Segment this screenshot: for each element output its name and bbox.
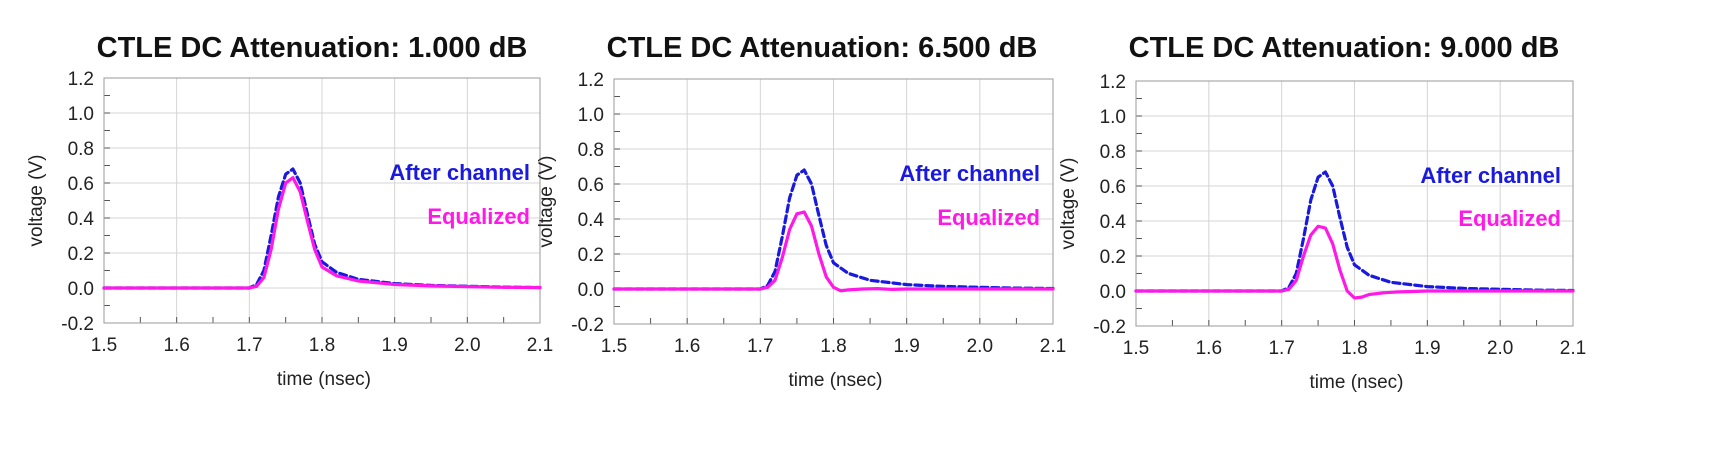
y-tick-label: 1.2 (68, 69, 94, 90)
legend-equalized: Equalized (427, 204, 530, 229)
y-tick-label: 1.2 (578, 70, 604, 91)
legend-equalized: Equalized (1458, 206, 1561, 231)
legend-after-channel: After channel (1420, 163, 1561, 188)
y-tick-label: -0.2 (571, 315, 604, 336)
y-tick-label: 0.0 (578, 280, 604, 301)
y-tick-label: 0.4 (1100, 212, 1127, 233)
y-tick-label: 1.2 (1100, 72, 1126, 93)
chart-ctle-1db: CTLE DC Attenuation: 1.000 dB 1.5 1.6 1.7 1.… (26, 32, 553, 390)
x-tick-label: 1.6 (163, 335, 189, 356)
y-tick-label: 0.0 (1100, 282, 1126, 303)
x-axis-label: time (nsec) (789, 370, 883, 391)
series-line-after-channel (612, 168, 1055, 291)
legend-after-channel: After channel (899, 161, 1040, 186)
series-line-equalized (102, 176, 542, 290)
plot-frame (1135, 80, 1574, 327)
y-tick-label: 0.6 (578, 175, 604, 196)
y-tick-label: -0.2 (1093, 317, 1126, 338)
x-tick-label: 1.6 (674, 336, 700, 357)
x-tick-label: 1.9 (1414, 338, 1440, 359)
x-tick-label: 2.0 (454, 335, 480, 356)
x-axis-label: time (nsec) (277, 369, 371, 390)
x-tick-label: 2.0 (967, 336, 993, 357)
chart-title: CTLE DC Attenuation: 9.000 dB (1129, 32, 1560, 64)
x-tick-label: 1.8 (309, 335, 335, 356)
series-line-after-channel (1134, 170, 1575, 293)
y-tick-label: 0.4 (68, 209, 95, 230)
y-tick-label: 1.0 (1100, 107, 1126, 128)
y-axis-label: voltage (V) (26, 155, 47, 247)
x-tick-label: 1.5 (91, 335, 117, 356)
x-tick-label: 1.6 (1196, 338, 1222, 359)
y-tick-label: 1.0 (578, 105, 604, 126)
series-line-equalized (1134, 224, 1575, 300)
x-tick-label: 2.0 (1487, 338, 1513, 359)
y-tick-label: 0.0 (68, 279, 94, 300)
y-axis-label: voltage (V) (536, 156, 557, 248)
x-tick-label: 1.8 (820, 336, 846, 357)
x-tick-label: 2.1 (1040, 336, 1066, 357)
chart-title: CTLE DC Attenuation: 6.500 dB (607, 32, 1038, 64)
y-tick-label: 0.8 (1100, 142, 1126, 163)
x-tick-label: 1.7 (236, 335, 262, 356)
plot-frame (613, 78, 1054, 325)
y-tick-label: 0.2 (578, 245, 604, 266)
x-tick-label: 2.1 (1560, 338, 1586, 359)
x-tick-label: 1.5 (601, 336, 627, 357)
y-axis-label: voltage (V) (1058, 158, 1079, 250)
y-tick-label: 0.4 (578, 210, 605, 231)
x-tick-label: 1.7 (1268, 338, 1294, 359)
y-tick-label: 0.8 (68, 139, 94, 160)
y-tick-label: 0.2 (68, 244, 94, 265)
y-tick-label: 0.6 (1100, 177, 1126, 198)
legend-equalized: Equalized (937, 205, 1040, 230)
y-tick-label: 1.0 (68, 104, 94, 125)
legend-after-channel: After channel (389, 160, 530, 185)
chart-title: CTLE DC Attenuation: 1.000 dB (97, 32, 528, 64)
x-tick-label: 1.7 (747, 336, 773, 357)
x-tick-label: 2.1 (527, 335, 553, 356)
x-tick-label: 1.9 (381, 335, 407, 356)
x-tick-label: 1.5 (1123, 338, 1149, 359)
y-tick-label: 0.6 (68, 174, 94, 195)
chart-ctle-6-5db: CTLE DC Attenuation: 6.500 dB 1.5 1.6 1.7 1.… (536, 32, 1066, 391)
y-tick-label: 0.8 (578, 140, 604, 161)
chart-ctle-9db: CTLE DC Attenuation: 9.000 dB 1.5 1.6 1.7 1.… (1058, 32, 1586, 393)
x-axis-label: time (nsec) (1310, 372, 1404, 393)
y-tick-label: 0.2 (1100, 247, 1126, 268)
y-tick-label: -0.2 (61, 314, 94, 335)
series-line-equalized (612, 210, 1055, 293)
x-tick-label: 1.8 (1341, 338, 1367, 359)
x-tick-label: 1.9 (893, 336, 919, 357)
plot-frame (103, 77, 541, 324)
